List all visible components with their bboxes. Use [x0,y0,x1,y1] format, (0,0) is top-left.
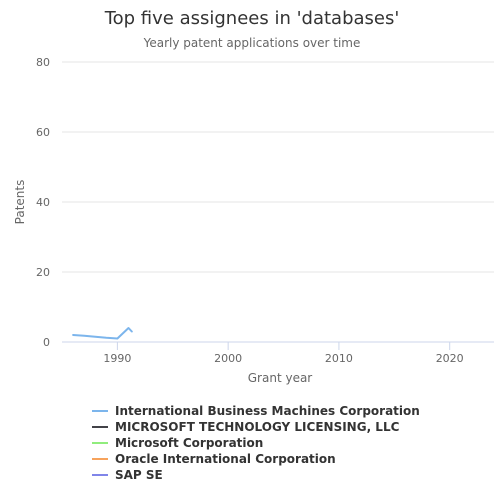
legend-label: SAP SE [115,468,163,482]
y-tick-label: 40 [36,196,50,209]
chart-subtitle: Yearly patent applications over time [143,36,361,50]
x-axis-ticks: 1990 2000 2010 2020 [103,342,464,365]
x-axis-title: Grant year [248,371,313,385]
y-tick-label: 60 [36,126,50,139]
x-tick-label: 2010 [325,352,353,365]
series-line-0[interactable] [72,327,133,340]
legend-item[interactable]: SAP SE [92,468,163,482]
y-tick-label: 20 [36,266,50,279]
series-group [72,327,133,340]
legend-label: International Business Machines Corporat… [115,404,420,418]
legend-item[interactable]: Oracle International Corporation [92,452,336,466]
y-axis-ticks: 0 20 40 60 80 [36,56,50,349]
chart-title: Top five assignees in 'databases' [104,8,400,29]
legend-label: Oracle International Corporation [115,452,336,466]
legend-item[interactable]: Microsoft Corporation [92,436,263,450]
y-tick-label: 0 [43,336,50,349]
y-axis-title: Patents [13,180,27,225]
legend-item[interactable]: MICROSOFT TECHNOLOGY LICENSING, LLC [92,420,400,434]
x-tick-label: 1990 [103,352,131,365]
grid-lines [62,61,494,273]
legend-label: Microsoft Corporation [115,436,263,450]
x-tick-label: 2020 [436,352,464,365]
legend-label: MICROSOFT TECHNOLOGY LICENSING, LLC [115,420,400,434]
legend: International Business Machines Corporat… [92,404,420,482]
y-tick-label: 80 [36,56,50,69]
x-tick-label: 2000 [214,352,242,365]
legend-item[interactable]: International Business Machines Corporat… [92,404,420,418]
